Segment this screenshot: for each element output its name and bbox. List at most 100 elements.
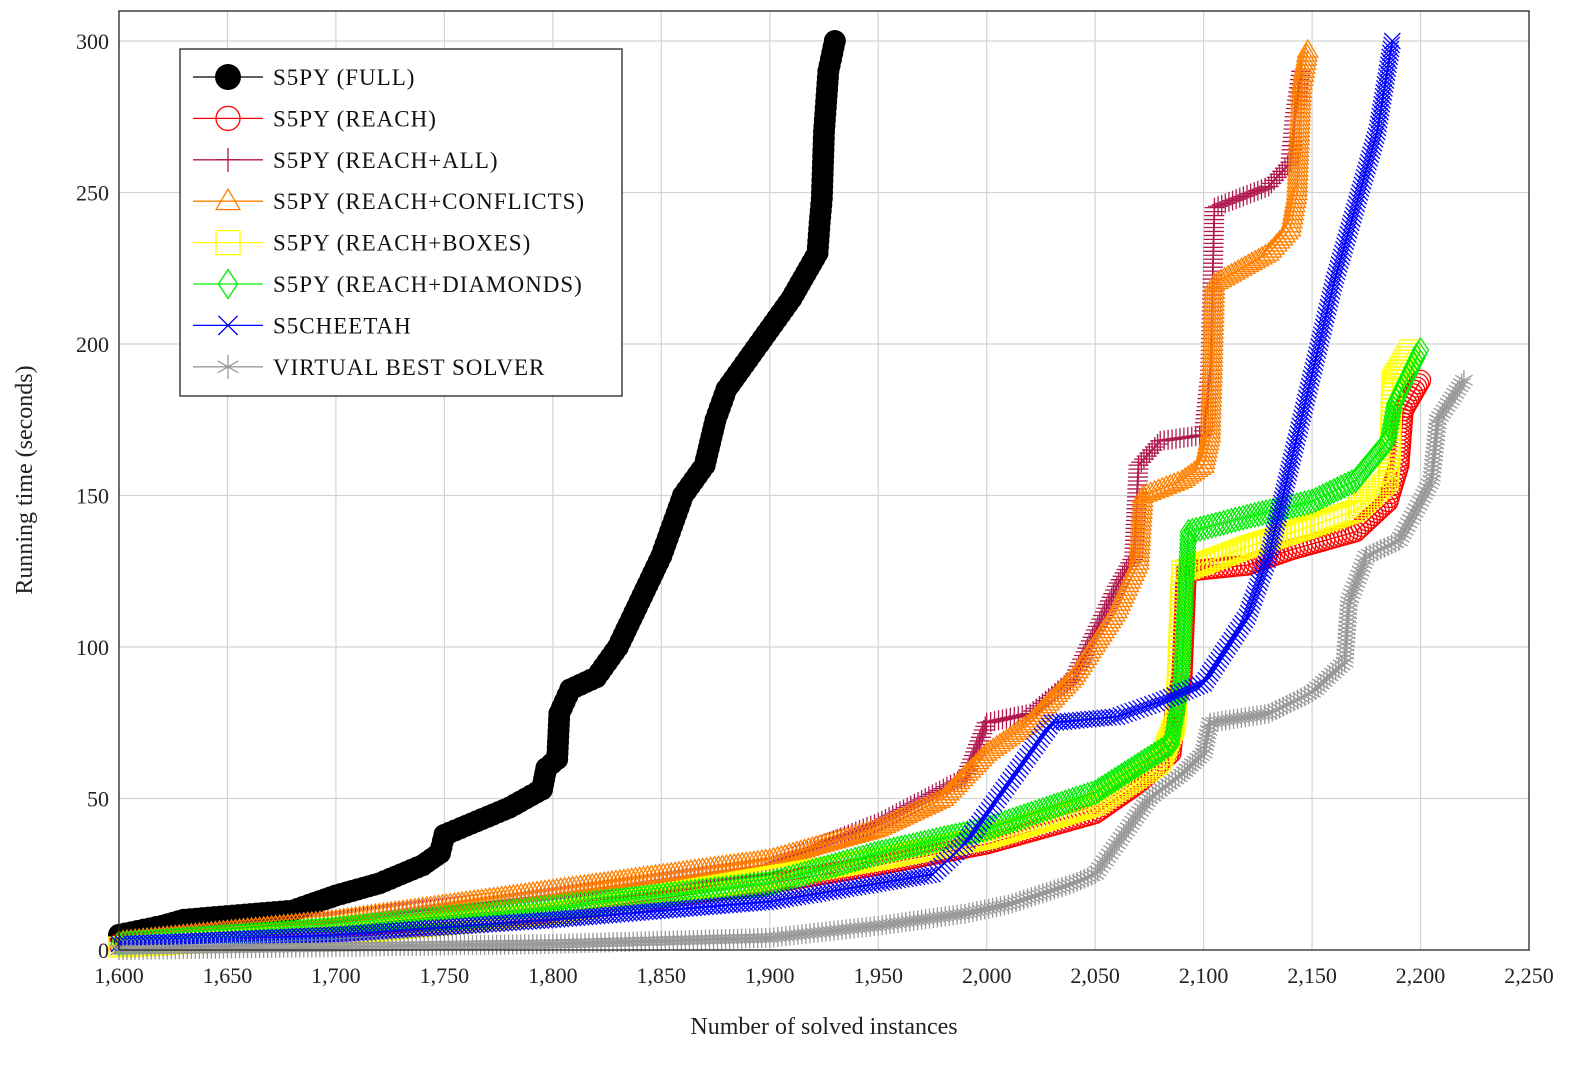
- data-point-diamond: [1321, 479, 1339, 506]
- data-point-x: [1371, 103, 1389, 121]
- data-point-diamond: [803, 858, 822, 885]
- x-tick-label: 2,050: [1070, 963, 1120, 988]
- data-point-diamond: [1152, 737, 1170, 764]
- data-point-triangle: [1183, 460, 1206, 480]
- data-point-square: [1228, 539, 1250, 561]
- data-point-x: [1269, 509, 1287, 527]
- data-point-diamond: [1199, 513, 1217, 540]
- data-point-diamond: [1086, 779, 1104, 806]
- data-point-diamond: [1082, 780, 1101, 807]
- x-tick-label: 1,700: [311, 963, 361, 988]
- data-point-diamond: [1203, 512, 1221, 539]
- data-point-x: [1372, 99, 1390, 117]
- data-point-diamond: [1335, 472, 1354, 499]
- data-point-triangle: [1008, 718, 1032, 738]
- data-point-diamond: [1317, 481, 1336, 508]
- data-point-triangle: [1155, 475, 1178, 495]
- data-point-x: [1273, 490, 1291, 508]
- data-point-square: [1244, 533, 1266, 556]
- data-point-triangle: [928, 788, 951, 808]
- y-tick-label: 200: [76, 332, 109, 357]
- data-point-triangle: [1194, 442, 1218, 462]
- data-point-square: [1353, 491, 1375, 514]
- data-point-x: [1382, 40, 1400, 58]
- data-point-diamond: [842, 847, 860, 874]
- data-point-diamond: [1125, 753, 1144, 781]
- data-point-diamond: [1067, 785, 1086, 812]
- data-point-diamond: [1048, 791, 1067, 819]
- data-point-square: [1224, 540, 1247, 562]
- legend-label: S5PY (REACH+BOXES): [273, 231, 531, 256]
- data-point-square: [1209, 546, 1231, 568]
- data-point-triangle: [1227, 258, 1250, 278]
- data-point-diamond: [1015, 803, 1033, 830]
- data-point-x: [1276, 479, 1294, 497]
- data-point-plus: [976, 712, 997, 733]
- data-point-square: [1371, 475, 1393, 497]
- data-point-triangle: [985, 734, 1008, 754]
- data-point-square: [1329, 505, 1351, 527]
- data-point-triangle: [1203, 272, 1226, 292]
- data-point-diamond: [1171, 674, 1189, 701]
- legend-label: VIRTUAL BEST SOLVER: [273, 355, 545, 380]
- x-tick-label: 2,150: [1287, 963, 1337, 988]
- data-point-diamond: [1034, 796, 1052, 824]
- legend-label: S5PY (REACH+DIAMONDS): [273, 272, 583, 297]
- data-point-triangle: [1129, 515, 1152, 535]
- data-point-triangle: [1194, 446, 1217, 466]
- data-point-diamond: [857, 843, 876, 870]
- data-point-x: [1271, 502, 1288, 520]
- data-point-triangle: [995, 727, 1018, 747]
- data-point-diamond: [1145, 741, 1164, 768]
- data-point-x: [885, 872, 903, 890]
- data-point-diamond: [1310, 484, 1329, 512]
- data-point-triangle: [992, 730, 1015, 750]
- legend-label: S5PY (REACH): [273, 106, 437, 131]
- data-point-diamond: [1022, 800, 1041, 827]
- data-point-square: [1359, 486, 1381, 508]
- data-point-x: [1381, 48, 1399, 66]
- data-point-x: [1377, 72, 1395, 89]
- data-point-diamond: [772, 866, 791, 894]
- data-point-diamond: [970, 817, 988, 844]
- data-point-x: [1380, 52, 1398, 70]
- data-point-triangle: [1233, 255, 1257, 275]
- data-point-x: [1280, 464, 1298, 482]
- data-point-diamond: [1119, 758, 1137, 785]
- data-point-triangle: [1129, 523, 1152, 543]
- data-point-triangle: [1237, 253, 1260, 273]
- data-point-diamond: [1139, 745, 1157, 772]
- legend-label: S5CHEETAH: [273, 313, 412, 338]
- data-point-triangle: [1127, 546, 1150, 566]
- data-point-x: [1268, 513, 1286, 531]
- data-point-diamond: [1234, 504, 1252, 531]
- data-point-filled-circle: [823, 30, 846, 52]
- x-axis-label: Number of solved instances: [690, 1014, 957, 1040]
- data-point-triangle: [1197, 431, 1220, 451]
- data-point-triangle: [1192, 453, 1215, 473]
- data-point-diamond: [1071, 784, 1089, 811]
- data-point-square: [1198, 550, 1220, 572]
- data-point-x: [1377, 68, 1395, 86]
- data-point-circle: [1347, 518, 1370, 540]
- data-point-plus: [984, 711, 1005, 732]
- data-point-triangle: [1295, 42, 1319, 62]
- data-point-diamond: [1226, 506, 1245, 533]
- data-point-triangle: [1128, 527, 1152, 547]
- data-point-triangle: [1012, 716, 1035, 736]
- data-point-triangle: [1059, 668, 1082, 688]
- data-point-diamond: [784, 863, 802, 891]
- data-point-triangle: [1296, 38, 1319, 58]
- data-point-triangle: [1195, 438, 1219, 458]
- data-point-triangle: [1250, 245, 1274, 265]
- data-point-x: [1278, 471, 1296, 489]
- data-point-diamond: [1210, 510, 1229, 537]
- data-point-plus: [975, 716, 996, 737]
- data-point-x: [1267, 517, 1285, 535]
- data-point-diamond: [1261, 498, 1279, 525]
- data-point-diamond: [1109, 764, 1128, 791]
- data-point-x: [896, 870, 914, 888]
- data-point-x: [1373, 91, 1391, 109]
- data-point-diamond: [1026, 799, 1045, 826]
